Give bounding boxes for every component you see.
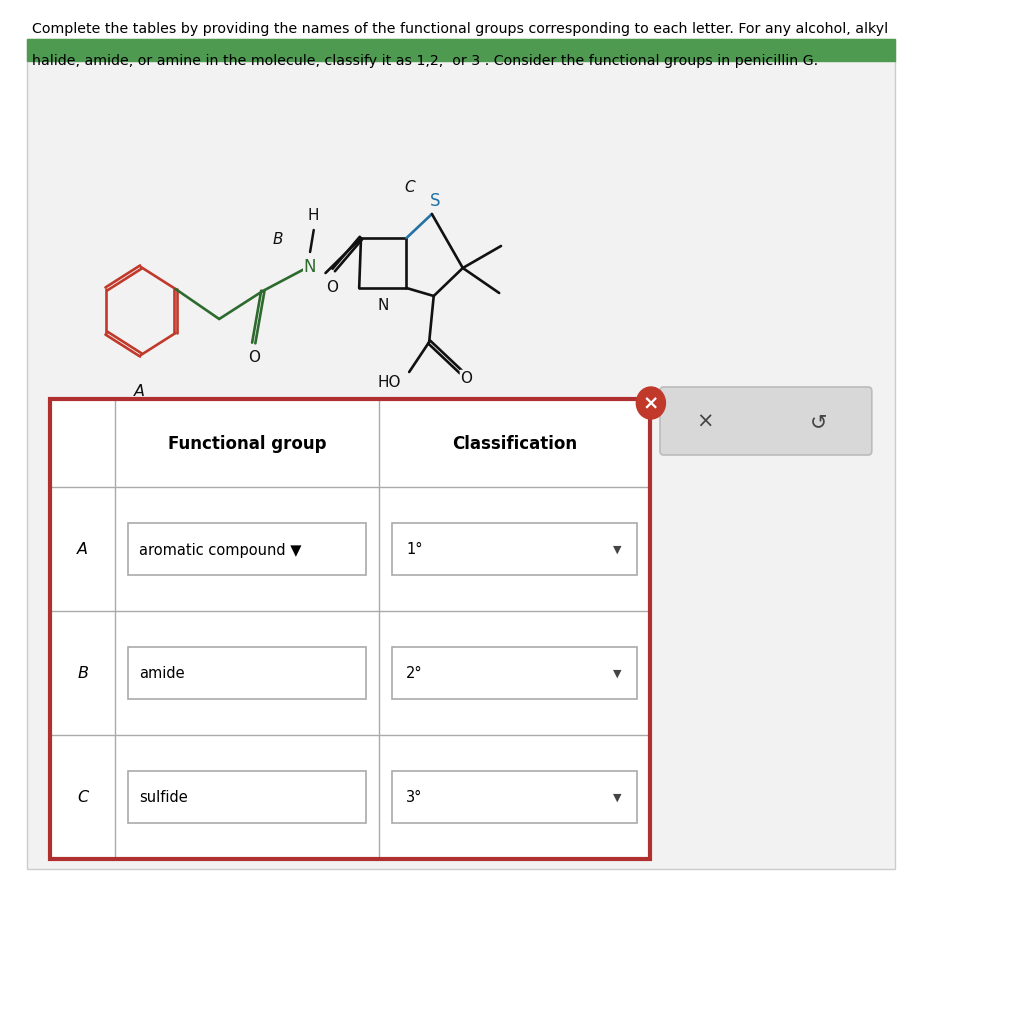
Text: ▼: ▼ — [612, 668, 621, 678]
Text: C: C — [77, 790, 89, 805]
Bar — [391, 647, 637, 700]
Bar — [128, 524, 366, 575]
Text: Functional group: Functional group — [168, 435, 326, 453]
Text: Classification: Classification — [451, 435, 577, 453]
Text: HO: HO — [377, 375, 400, 390]
Text: N: N — [304, 258, 316, 276]
Text: 3°: 3° — [406, 790, 422, 805]
Bar — [28, 40, 895, 869]
Text: Complete the tables by providing the names of the functional groups correspondin: Complete the tables by providing the nam… — [32, 22, 888, 36]
Text: B: B — [77, 666, 88, 680]
Text: H: H — [308, 207, 319, 222]
Bar — [50, 399, 649, 859]
Text: 2°: 2° — [406, 666, 423, 680]
Text: 1°: 1° — [406, 542, 423, 557]
Text: O: O — [326, 279, 337, 294]
Bar — [128, 771, 366, 823]
Text: sulfide: sulfide — [139, 790, 187, 805]
Text: ▼: ▼ — [612, 793, 621, 802]
Text: A: A — [77, 542, 88, 557]
Text: ↺: ↺ — [809, 411, 826, 432]
Text: halide, amide, or amine in the molecule, classify it as 1,2,  or 3 . Consider th: halide, amide, or amine in the molecule,… — [32, 54, 817, 68]
Bar — [391, 771, 637, 823]
Bar — [28, 40, 895, 62]
Text: ×: × — [642, 394, 658, 413]
Text: ▼: ▼ — [612, 545, 621, 554]
Text: S: S — [430, 192, 440, 210]
Bar — [128, 647, 366, 700]
Text: O: O — [248, 350, 260, 365]
FancyBboxPatch shape — [659, 387, 871, 456]
Text: B: B — [273, 232, 283, 247]
Text: O: O — [460, 371, 472, 386]
Text: A: A — [133, 383, 145, 398]
Text: aromatic compound ▼: aromatic compound ▼ — [139, 542, 302, 557]
Text: C: C — [405, 179, 415, 194]
Bar — [391, 524, 637, 575]
Circle shape — [636, 387, 664, 420]
Text: N: N — [377, 297, 388, 312]
Text: amide: amide — [139, 666, 184, 680]
Bar — [50, 399, 649, 859]
Text: ×: × — [695, 411, 712, 432]
